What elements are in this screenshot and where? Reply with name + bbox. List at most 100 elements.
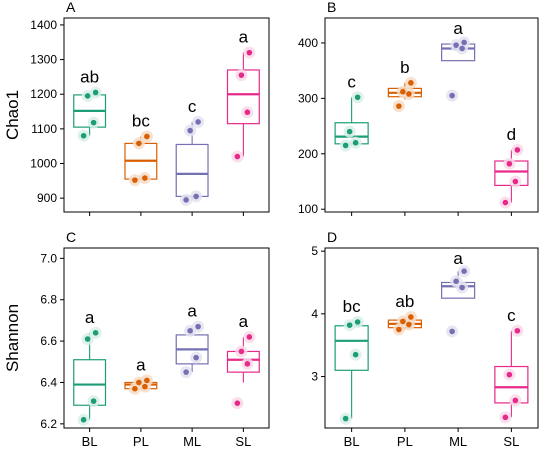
box-sl: c [494,306,529,424]
data-point [136,140,142,147]
data-point [238,348,245,355]
box-bl: ab [73,67,107,142]
x-tick-label: SL [235,434,251,449]
data-point [408,80,414,86]
plot-frame [63,17,270,213]
significance-letter: c [188,97,197,116]
significance-letter: a [239,28,249,47]
data-point [80,132,87,139]
panel-a: A Chao1 900 1000 1100 1200 1300 1400 ab bc c a [3,0,270,216]
box-pl: b [387,58,422,113]
box-ml: a [441,19,476,102]
box-bl: c [334,72,369,152]
data-point [506,160,513,167]
y-tick-label: 6.2 [40,417,57,431]
data-point [352,139,359,146]
data-point [92,330,99,336]
data-point [406,91,412,97]
box-sl: a [226,312,260,410]
data-point [512,397,519,404]
box-sl: d [494,125,529,209]
significance-letter: b [400,58,409,77]
significance-letter: c [507,306,516,325]
significance-letter: ab [80,67,99,86]
y-tick-label: 3 [311,370,318,384]
box-body [334,325,369,371]
data-point [144,133,150,140]
data-point [396,326,402,333]
x-tick-label: PL [397,434,413,449]
data-point [512,178,519,185]
y-tick-label: 1300 [30,53,57,67]
data-point [459,45,465,52]
box-ml: c [175,97,209,206]
box-bl: a [73,308,107,426]
box-body [175,143,209,198]
data-point [132,385,138,392]
data-point [346,128,353,135]
data-point [187,327,193,334]
plot-frame [63,247,270,429]
data-point [92,89,99,96]
data-point [84,336,91,342]
data-point [352,351,359,358]
data-point [90,119,97,126]
data-point [514,327,521,334]
data-point [183,369,189,375]
significance-letter: a [239,312,249,331]
data-point [453,42,459,48]
data-point [396,103,402,109]
y-tick-label: 6.4 [40,375,57,389]
data-point [354,319,361,325]
panel-c: C Shannon 6.2 6.4 6.6 6.8 7.0 BL PL ML SL a a a a [3,229,270,449]
plot-frame [324,247,539,429]
box-ml: a [175,302,209,379]
data-point [187,127,193,134]
data-point [183,197,189,203]
box-bl: bc [334,297,369,425]
data-point [142,383,148,390]
panel-label: B [327,0,336,15]
y-tick-label: 300 [298,91,318,105]
data-point [246,49,253,56]
data-point [406,321,412,328]
x-tick-label: BL [82,434,98,449]
significance-letter: bc [343,297,361,316]
y-axis-title: Chao1 [3,90,22,140]
data-point [132,177,138,183]
data-point [342,142,349,149]
data-point [459,284,465,291]
y-tick-label: 1400 [30,18,57,32]
data-point [193,193,199,200]
data-point [342,415,349,422]
data-point [408,314,414,320]
data-point [346,322,353,328]
y-tick-label: 200 [298,147,318,161]
data-point [234,153,241,160]
panel-b: B 100 200 300 400 c b a d [298,0,539,216]
significance-letter: a [453,249,463,268]
y-axis-title: Shannon [3,304,22,372]
panel-label: D [327,229,337,245]
y-tick-label: 100 [298,202,318,216]
data-point [502,414,509,421]
significance-letter: a [85,308,95,327]
data-point [90,398,97,404]
box-ml: a [441,249,476,338]
y-tick-label: 4 [311,307,318,321]
data-point [244,361,251,367]
data-point [453,278,459,285]
data-point [461,39,467,46]
data-point [449,92,455,99]
data-point [400,318,406,325]
data-point [514,147,521,153]
y-tick-label: 900 [37,191,57,205]
data-point [244,109,251,116]
x-tick-label: BL [344,434,360,449]
x-tick-label: ML [449,434,467,449]
data-point [400,88,406,95]
x-tick-label: SL [503,434,519,449]
data-point [84,93,91,99]
y-tick-label: 6.6 [40,334,57,348]
